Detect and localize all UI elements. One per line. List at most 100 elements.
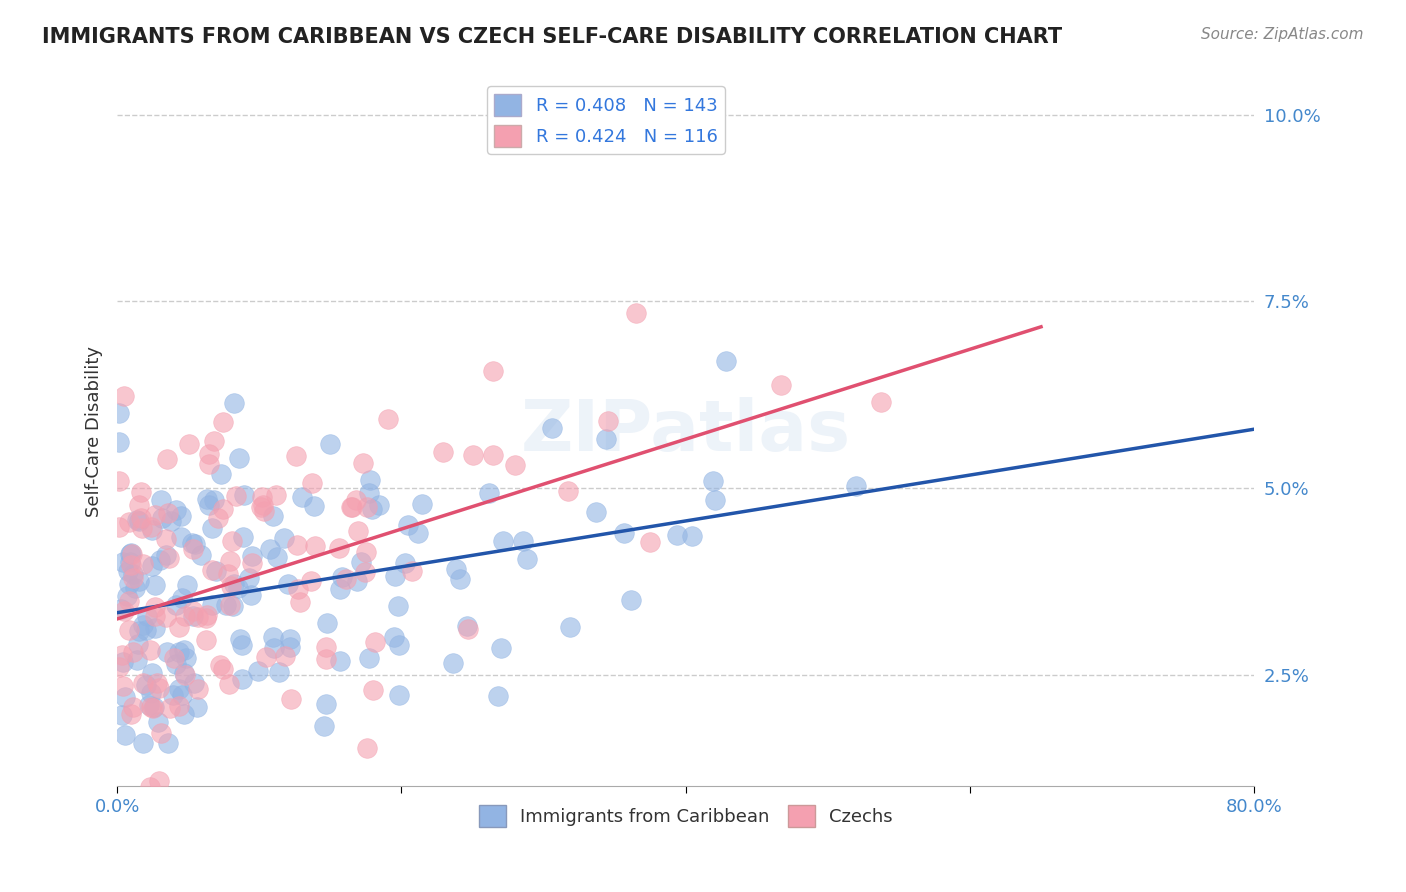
Point <box>228 581 250 595</box>
Point <box>302 500 325 514</box>
Point <box>252 498 274 512</box>
Point <box>401 564 423 578</box>
Point <box>195 491 218 506</box>
Point <box>212 415 235 429</box>
Point <box>267 665 290 679</box>
Point <box>121 547 143 561</box>
Point <box>129 485 152 500</box>
Point <box>177 436 200 450</box>
Point <box>141 686 163 700</box>
Point <box>117 594 139 608</box>
Point <box>541 421 564 435</box>
Point <box>205 565 228 579</box>
Point <box>330 570 353 584</box>
Point <box>262 508 284 523</box>
Point <box>486 689 509 703</box>
Point <box>240 549 263 563</box>
Point <box>209 467 232 481</box>
Point <box>388 638 411 652</box>
Point <box>259 541 281 556</box>
Point <box>156 506 179 520</box>
Point <box>128 514 150 528</box>
Point <box>702 474 724 488</box>
Point <box>111 555 134 569</box>
Point <box>155 610 177 624</box>
Point <box>165 657 187 671</box>
Point <box>347 524 370 539</box>
Point <box>173 608 195 623</box>
Point <box>357 651 380 665</box>
Point <box>183 675 205 690</box>
Point <box>112 604 135 618</box>
Point <box>195 611 218 625</box>
Point <box>263 641 285 656</box>
Point <box>361 683 384 698</box>
Point <box>219 554 242 568</box>
Point <box>228 451 250 466</box>
Point <box>357 485 380 500</box>
Point <box>252 490 274 504</box>
Point <box>377 412 399 426</box>
Point <box>222 599 245 614</box>
Point <box>346 574 368 589</box>
Point <box>186 699 208 714</box>
Point <box>619 592 641 607</box>
Point <box>446 562 468 576</box>
Point <box>112 388 135 402</box>
Point <box>174 651 197 665</box>
Point <box>122 645 145 659</box>
Point <box>335 572 357 586</box>
Point <box>118 577 141 591</box>
Point <box>221 533 243 548</box>
Point <box>266 549 288 564</box>
Point <box>138 698 160 712</box>
Point <box>703 492 725 507</box>
Point <box>173 666 195 681</box>
Point <box>340 500 363 514</box>
Point <box>143 608 166 623</box>
Point <box>681 529 703 543</box>
Point <box>170 509 193 524</box>
Point <box>441 657 464 671</box>
Point <box>503 458 526 472</box>
Point <box>121 571 143 585</box>
Point <box>218 598 240 612</box>
Point <box>278 640 301 654</box>
Point <box>190 548 212 562</box>
Point <box>156 452 179 467</box>
Point <box>253 504 276 518</box>
Point <box>148 681 170 696</box>
Point <box>273 531 295 545</box>
Point <box>129 511 152 525</box>
Point <box>478 486 501 500</box>
Point <box>595 432 617 446</box>
Point <box>141 559 163 574</box>
Point <box>449 572 471 586</box>
Point <box>356 740 378 755</box>
Point <box>387 599 409 614</box>
Point <box>107 406 129 420</box>
Point <box>354 565 377 579</box>
Point <box>148 773 170 788</box>
Point <box>217 567 239 582</box>
Point <box>714 353 737 368</box>
Point <box>122 566 145 581</box>
Point <box>202 434 225 448</box>
Point <box>492 534 515 549</box>
Point <box>135 677 157 691</box>
Point <box>231 638 253 652</box>
Point <box>120 558 142 572</box>
Point <box>120 707 142 722</box>
Point <box>557 483 579 498</box>
Point <box>254 650 277 665</box>
Point <box>287 582 309 596</box>
Point <box>364 635 387 649</box>
Point <box>187 682 209 697</box>
Point <box>183 541 205 556</box>
Point <box>181 604 204 618</box>
Point <box>127 637 149 651</box>
Point <box>516 552 538 566</box>
Point <box>170 591 193 605</box>
Point <box>231 673 253 687</box>
Point <box>114 690 136 704</box>
